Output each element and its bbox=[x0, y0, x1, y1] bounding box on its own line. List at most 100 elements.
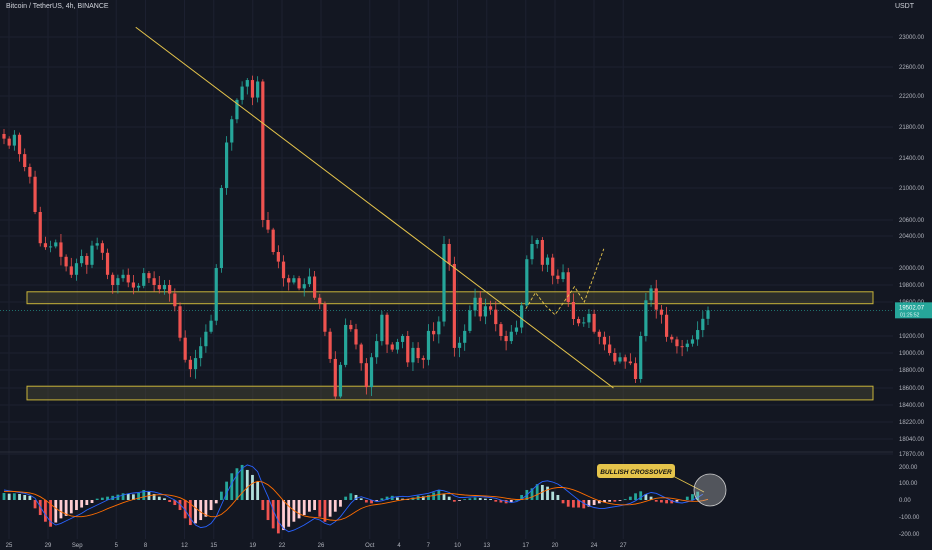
candle[interactable] bbox=[33, 176, 37, 212]
candle[interactable] bbox=[354, 329, 358, 345]
candle[interactable] bbox=[514, 327, 519, 332]
candle[interactable] bbox=[95, 243, 99, 246]
price-axis[interactable]: 23000.00 22600.00 22200.00 21800.00 21400.00… bbox=[893, 0, 932, 540]
candle[interactable] bbox=[90, 245, 94, 265]
candle[interactable] bbox=[168, 285, 172, 294]
candle[interactable] bbox=[685, 343, 689, 348]
candle[interactable] bbox=[437, 321, 441, 335]
candle[interactable] bbox=[7, 138, 11, 146]
candle[interactable] bbox=[287, 278, 291, 283]
candle[interactable] bbox=[426, 330, 431, 360]
candle[interactable] bbox=[639, 336, 643, 379]
candle[interactable] bbox=[43, 243, 48, 248]
candle[interactable] bbox=[178, 306, 182, 338]
candle[interactable] bbox=[649, 288, 653, 301]
candle[interactable] bbox=[432, 330, 436, 335]
candle[interactable] bbox=[411, 347, 415, 363]
candle[interactable] bbox=[64, 256, 68, 267]
candle[interactable] bbox=[608, 344, 612, 354]
candle[interactable] bbox=[504, 336, 508, 342]
candle[interactable] bbox=[349, 324, 353, 330]
candle[interactable] bbox=[566, 272, 570, 302]
candle[interactable] bbox=[48, 246, 53, 248]
candle[interactable] bbox=[281, 261, 286, 279]
candle[interactable] bbox=[235, 99, 239, 120]
candle[interactable] bbox=[664, 314, 669, 337]
candle[interactable] bbox=[292, 278, 296, 283]
candle[interactable] bbox=[162, 285, 167, 290]
candle[interactable] bbox=[209, 320, 213, 332]
candle[interactable] bbox=[38, 212, 42, 244]
candle[interactable] bbox=[390, 344, 394, 350]
projection-path[interactable] bbox=[525, 248, 605, 316]
candle[interactable] bbox=[214, 268, 218, 321]
candle[interactable] bbox=[597, 331, 601, 337]
candle[interactable] bbox=[250, 80, 255, 98]
candle[interactable] bbox=[105, 252, 110, 275]
resistance-zone[interactable] bbox=[26, 291, 874, 305]
price-candles[interactable] bbox=[2, 75, 710, 400]
candle[interactable] bbox=[463, 330, 467, 343]
candle[interactable] bbox=[395, 341, 400, 350]
candle[interactable] bbox=[530, 244, 534, 260]
candle[interactable] bbox=[494, 309, 498, 325]
candle[interactable] bbox=[385, 314, 389, 345]
candle[interactable] bbox=[230, 119, 234, 143]
candle[interactable] bbox=[157, 285, 161, 290]
candle[interactable] bbox=[478, 297, 482, 317]
candle[interactable] bbox=[328, 331, 332, 359]
candle[interactable] bbox=[188, 359, 192, 370]
candle[interactable] bbox=[499, 324, 503, 336]
candle[interactable] bbox=[54, 242, 58, 247]
candle[interactable] bbox=[442, 244, 446, 322]
candle[interactable] bbox=[447, 244, 451, 264]
candle[interactable] bbox=[323, 303, 327, 332]
candle[interactable] bbox=[592, 313, 596, 332]
candle[interactable] bbox=[28, 167, 32, 177]
candle[interactable] bbox=[644, 300, 648, 336]
candle[interactable] bbox=[628, 361, 632, 364]
candle[interactable] bbox=[670, 336, 674, 340]
candle[interactable] bbox=[271, 229, 275, 252]
candle[interactable] bbox=[276, 252, 280, 262]
candle[interactable] bbox=[706, 310, 710, 319]
candle[interactable] bbox=[416, 347, 420, 359]
candle[interactable] bbox=[183, 337, 187, 360]
candle[interactable] bbox=[333, 358, 337, 397]
candle[interactable] bbox=[199, 346, 203, 359]
candle[interactable] bbox=[307, 276, 312, 285]
candle[interactable] bbox=[224, 142, 229, 189]
candle[interactable] bbox=[204, 331, 208, 347]
candle[interactable] bbox=[525, 259, 529, 306]
candle[interactable] bbox=[193, 358, 198, 370]
candle[interactable] bbox=[111, 274, 115, 285]
candle[interactable] bbox=[359, 344, 363, 364]
macd-line[interactable] bbox=[3, 464, 704, 533]
candle[interactable] bbox=[473, 297, 477, 311]
candle[interactable] bbox=[142, 273, 146, 286]
candle[interactable] bbox=[400, 336, 405, 342]
candle[interactable] bbox=[12, 134, 16, 146]
candle[interactable] bbox=[240, 86, 244, 100]
candle[interactable] bbox=[136, 285, 141, 288]
candle[interactable] bbox=[80, 256, 84, 264]
candle[interactable] bbox=[318, 297, 322, 304]
candle[interactable] bbox=[576, 319, 581, 324]
candle[interactable] bbox=[23, 154, 27, 167]
candle[interactable] bbox=[121, 274, 125, 279]
candle[interactable] bbox=[380, 314, 384, 342]
candle[interactable] bbox=[302, 284, 306, 289]
time-axis[interactable]: 25 29 Sep 5 8 12 15 19 22 26 Oct 4 7 10 13 17 20 24 27 bbox=[0, 539, 932, 550]
candle[interactable] bbox=[602, 336, 607, 345]
candle[interactable] bbox=[338, 364, 343, 397]
candle[interactable] bbox=[618, 357, 622, 362]
candle[interactable] bbox=[116, 278, 120, 285]
candle[interactable] bbox=[17, 134, 22, 155]
candle[interactable] bbox=[696, 330, 700, 340]
candle[interactable] bbox=[131, 282, 136, 288]
candle[interactable] bbox=[152, 278, 156, 285]
candle[interactable] bbox=[483, 306, 488, 317]
candle[interactable] bbox=[364, 363, 368, 388]
candle[interactable] bbox=[551, 257, 555, 276]
candle[interactable] bbox=[147, 273, 151, 279]
